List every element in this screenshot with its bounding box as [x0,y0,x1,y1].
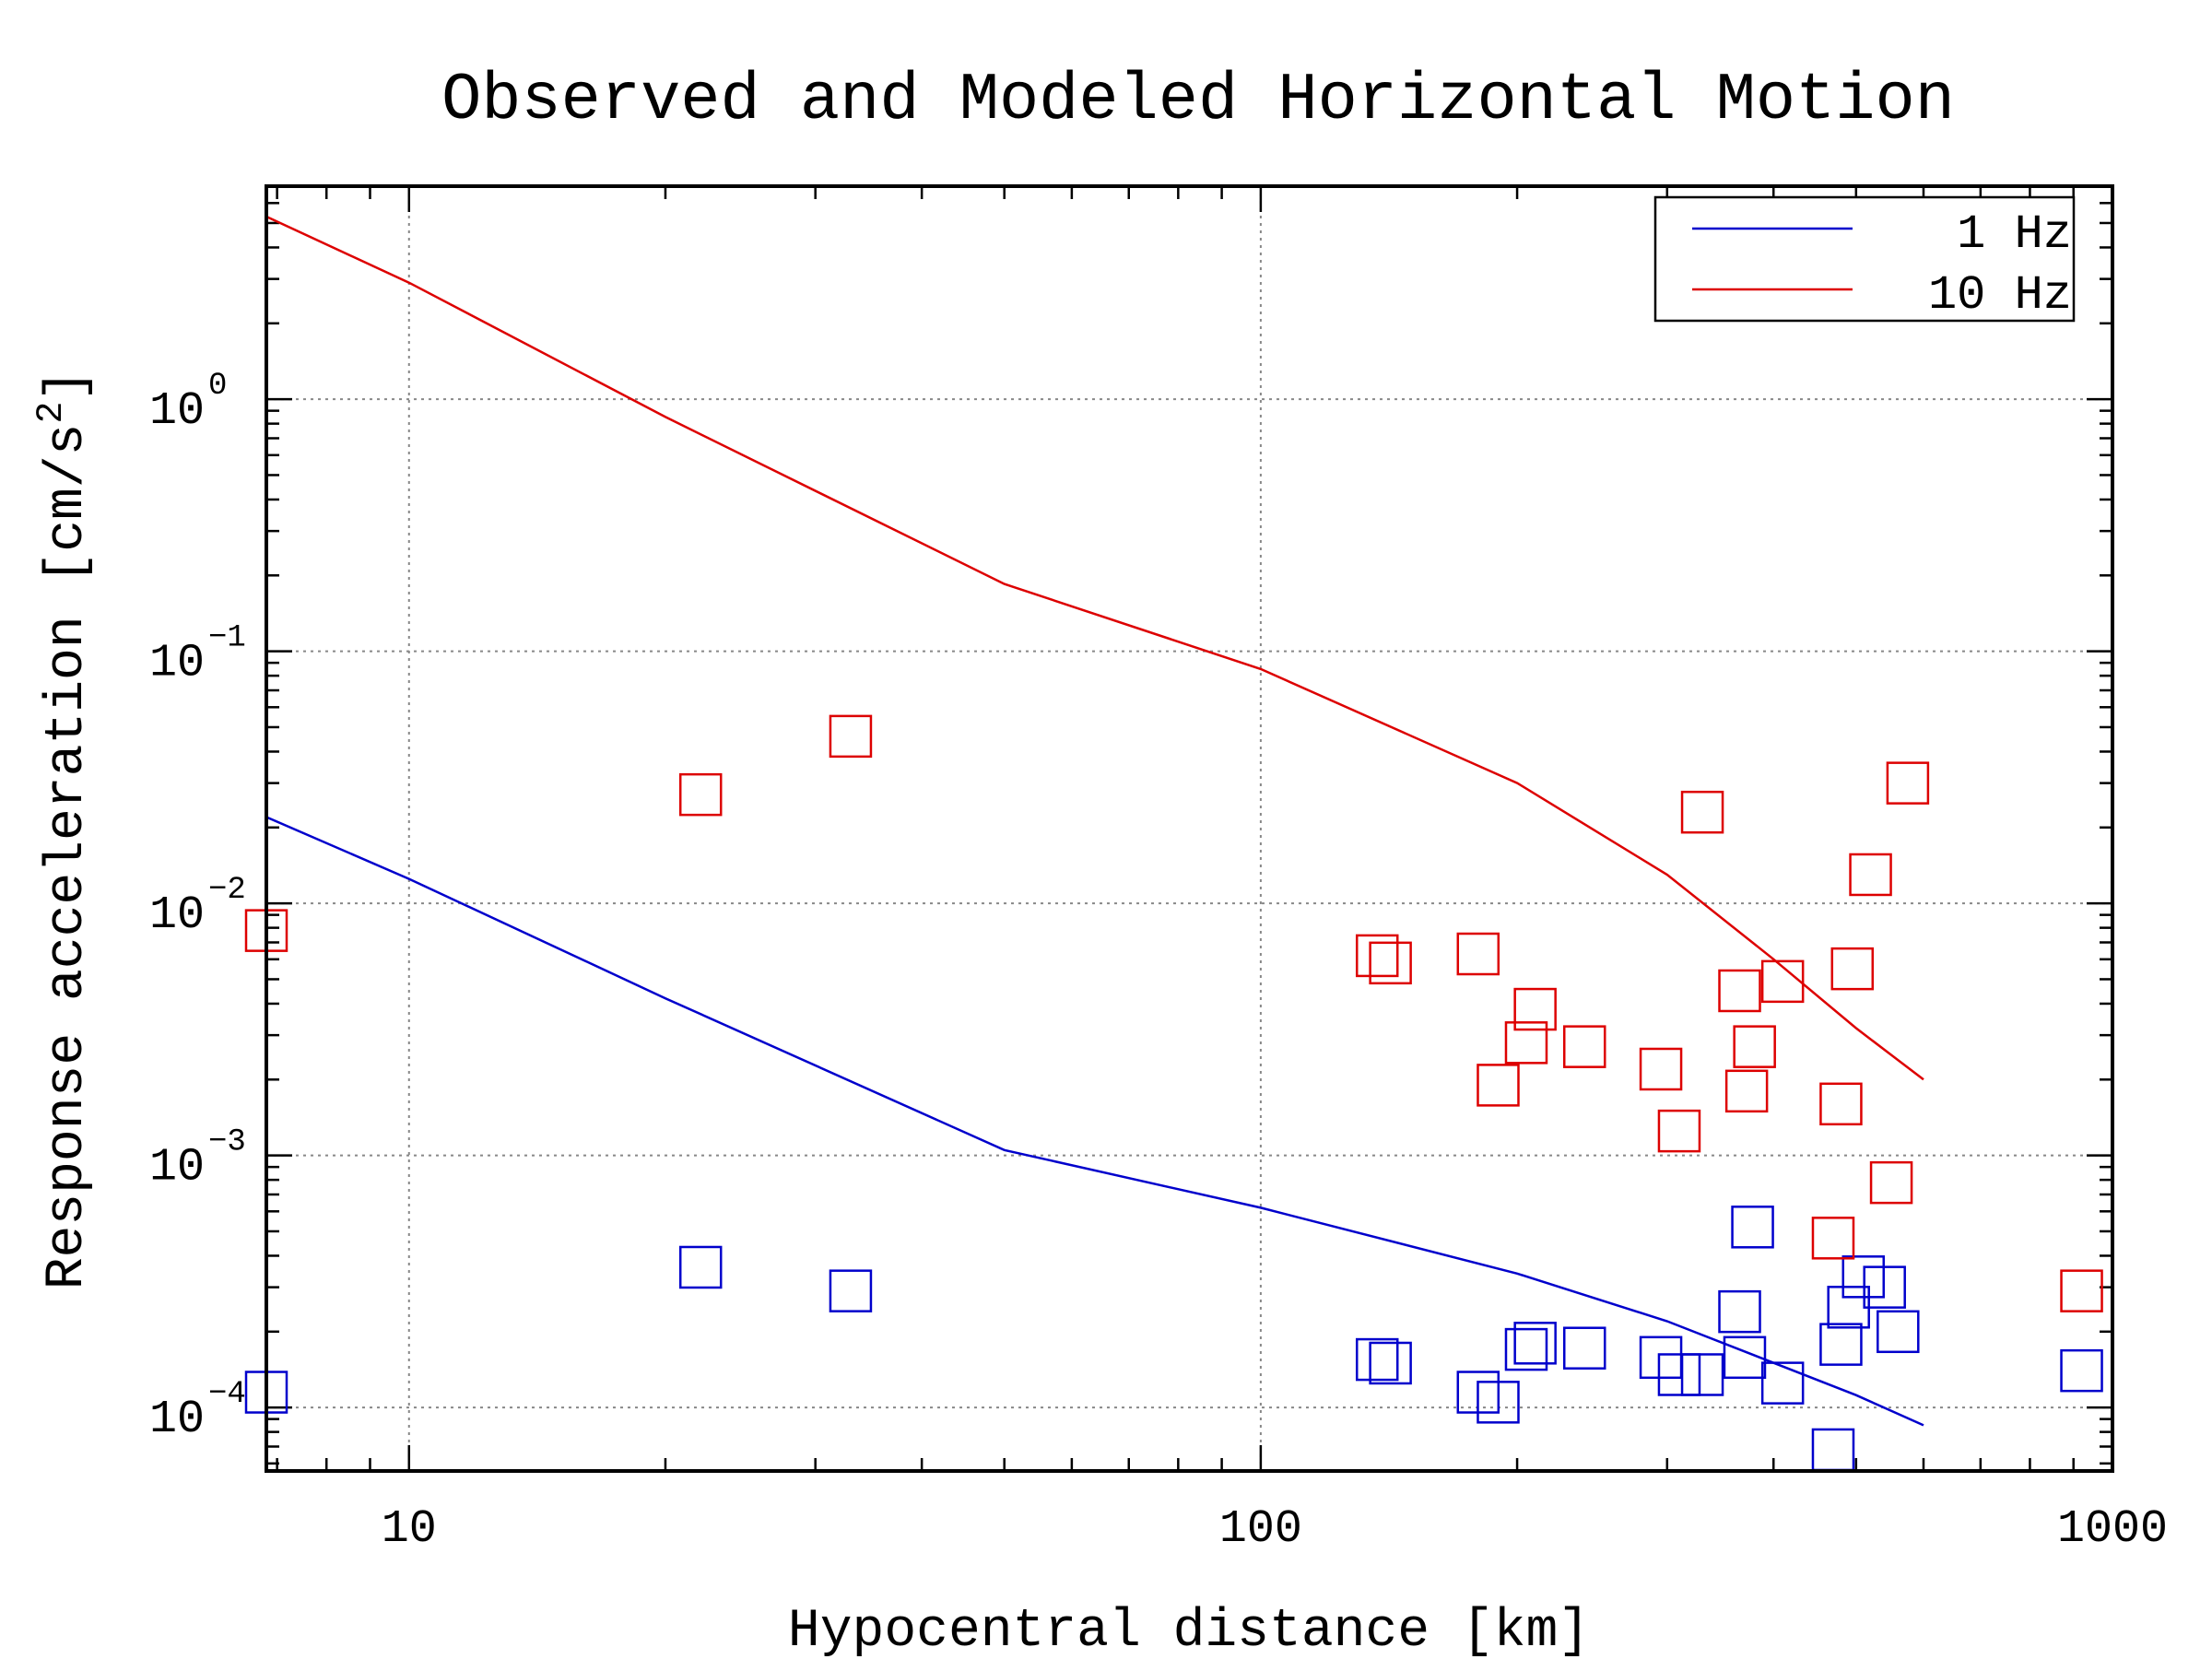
chart-title: Observed and Modeled Horizontal Motion [441,63,1955,138]
x-tick-label: 1000 [2057,1503,2168,1556]
observed-point-1hz [1723,1335,1767,1380]
y-axis-label-end: ] [38,370,98,402]
observed-point-1hz [1355,1337,1399,1382]
model-lines [265,215,1924,1427]
y-tick-exponent: −3 [208,1125,246,1160]
observed-point-10hz [829,714,873,759]
observed-point-1hz [1562,1326,1606,1370]
x-axis-label: Hypocentral distance [km] [788,1602,1590,1659]
observed-point-10hz [1733,1025,1776,1068]
legend-label-1hz: 1 Hz [1957,207,2072,262]
y-tick-label: 10 [149,889,205,942]
x-tick-label: 100 [1219,1503,1302,1556]
observed-point-10hz [1369,941,1412,985]
observed-point-10hz [1504,1021,1548,1065]
observed-point-10hz [1657,1109,1701,1153]
observed-point-10hz [678,772,723,817]
plot-frame [265,184,2114,1473]
observed-point-1hz [1369,1341,1412,1385]
y-tick-exponent: 0 [208,369,227,404]
observed-point-10hz [1811,1217,1855,1260]
y-tick-exponent: −4 [208,1377,246,1412]
observed-point-10hz [2060,1269,2103,1312]
y-tick-exponent: −1 [208,621,246,656]
observed-point-1hz [1718,1289,1761,1334]
y-tick-exponent: −2 [208,873,246,908]
observed-point-10hz [1456,932,1500,976]
y-tick-label: 10 [149,385,205,438]
observed-point-1hz [1639,1335,1683,1380]
observed-point-10hz [1760,959,1805,1004]
observed-point-1hz [1657,1353,1701,1396]
x-tick-label: 10 [382,1503,437,1556]
grid-lines [266,186,2113,1471]
observed-point-1hz [1811,1428,1855,1472]
y-tick-label: 10 [149,1394,205,1446]
legend: 1 Hz 10 Hz [1653,195,2076,323]
observed-point-1hz [678,1245,723,1289]
observed-point-1hz [2060,1348,2103,1393]
observed-point-1hz [829,1269,873,1312]
observed-point-10hz [1819,1082,1863,1126]
observed-point-1hz [1731,1206,1774,1249]
observed-point-1hz [1680,1353,1724,1396]
observed-points [244,714,2103,1472]
observed-point-1hz [1819,1323,1863,1366]
legend-box [1653,195,2076,323]
observed-point-10hz [1724,1069,1769,1113]
observed-point-10hz [1639,1047,1683,1091]
observed-point-10hz [1513,987,1557,1031]
axis-ticks [266,184,2114,1471]
observed-point-1hz [1477,1381,1520,1424]
y-axis-label-main: Response acceleration [cm/s [38,424,98,1290]
observed-point-1hz [1827,1286,1870,1329]
observed-point-10hz [1849,853,1892,897]
y-axis-label: Response acceleration [cm/s2] [31,370,99,1290]
observed-point-1hz [1504,1327,1548,1371]
observed-point-10hz [1869,1160,1913,1205]
observed-point-1hz [1513,1322,1557,1365]
y-axis-label-sup: 2 [31,402,73,424]
observed-point-10hz [1830,947,1875,991]
y-tick-label: 10 [149,1142,205,1194]
x-tick-labels: 10 100 1000 [382,1503,2168,1556]
observed-point-10hz [1718,969,1761,1013]
observed-point-10hz [1680,790,1724,834]
observed-point-10hz [1477,1064,1520,1107]
observed-point-1hz [1877,1310,1920,1354]
observed-point-10hz [1355,934,1399,978]
observed-point-10hz [1562,1025,1606,1068]
model-line-10hz [265,215,1924,1081]
observed-point-1hz [1760,1361,1805,1405]
y-tick-label: 10 [149,638,205,690]
observed-point-10hz [1886,761,1930,805]
model-line-1hz [265,816,1924,1427]
observed-point-1hz [1863,1265,1906,1309]
legend-label-10hz: 10 Hz [1928,268,2072,323]
